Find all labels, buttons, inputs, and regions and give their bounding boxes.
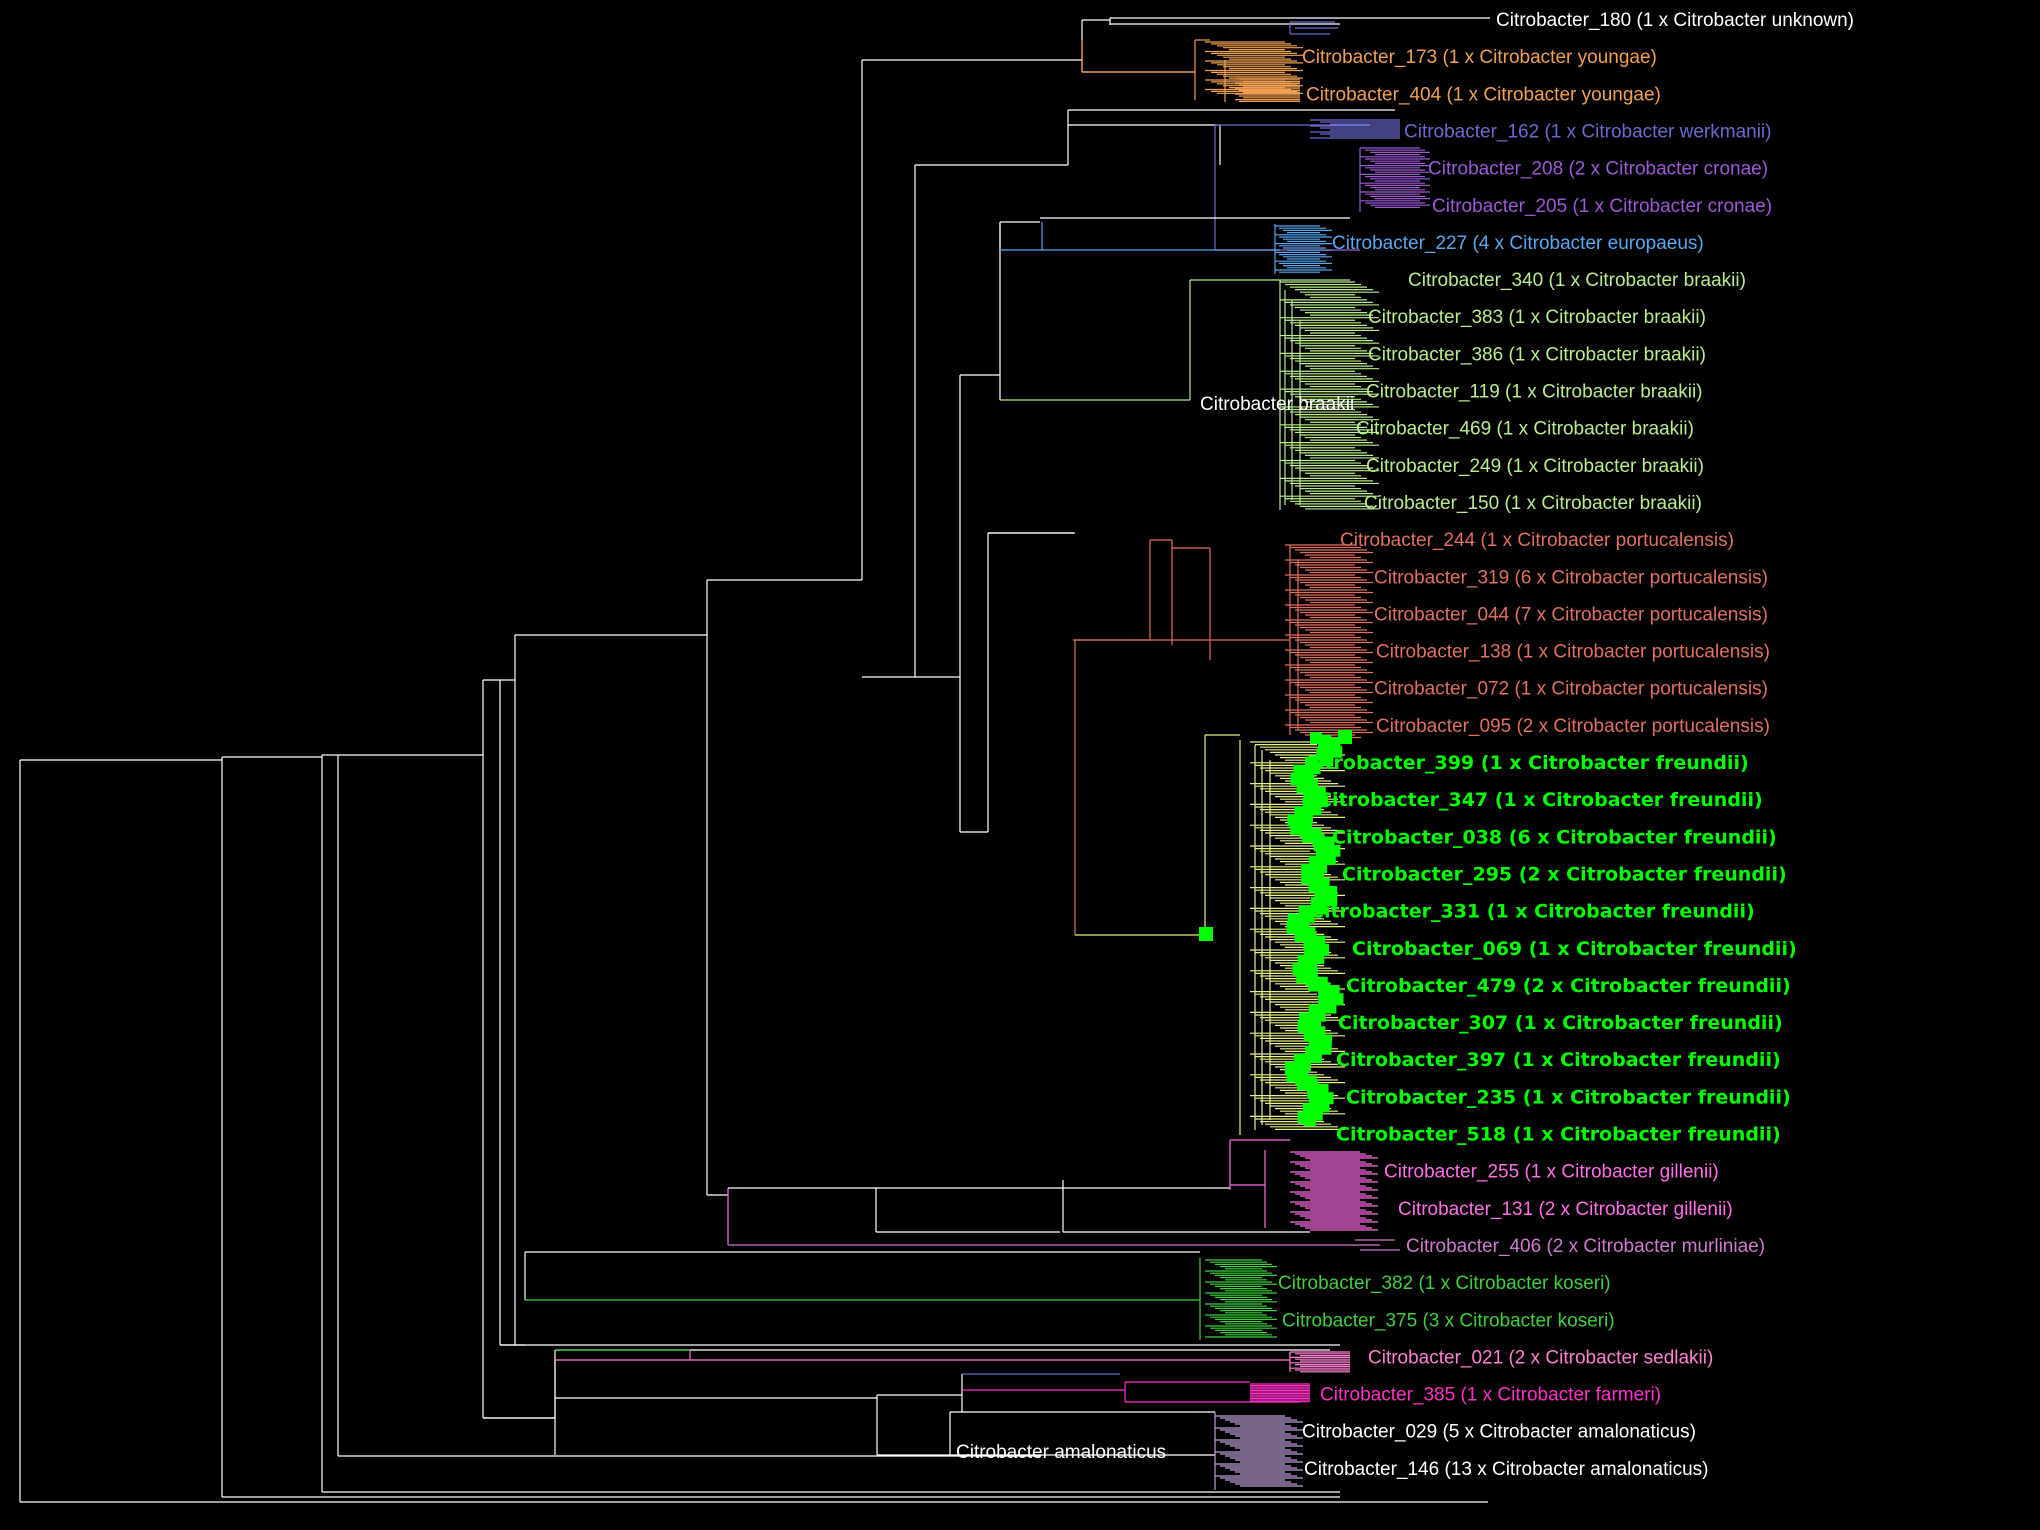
tip-label[interactable]: Citrobacter_044 (7 x Citrobacter portuca…: [1374, 604, 1768, 625]
tip-label[interactable]: Citrobacter_249 (1 x Citrobacter braakii…: [1366, 456, 1704, 477]
tip-labels: Citrobacter_180 (1 x Citrobacter unknown…: [1278, 10, 1854, 1480]
tip-label[interactable]: Citrobacter_038 (6 x Citrobacter freundi…: [1332, 826, 1777, 848]
selection-marker: [1290, 822, 1303, 835]
tip-label[interactable]: Citrobacter_162 (1 x Citrobacter werkman…: [1404, 121, 1771, 142]
tip-label[interactable]: Citrobacter_069 (1 x Citrobacter freundi…: [1352, 938, 1797, 960]
selection-marker: [1199, 927, 1213, 941]
tip-label[interactable]: Citrobacter_072 (1 x Citrobacter portuca…: [1374, 679, 1768, 700]
tip-label[interactable]: Citrobacter_205 (1 x Citrobacter cronae): [1432, 196, 1772, 217]
selection-marker: [1338, 730, 1352, 744]
tip-label[interactable]: Citrobacter_331 (1 x Citrobacter freundi…: [1310, 901, 1755, 923]
clade-label-braakii: Citrobacter braakii: [1200, 394, 1354, 415]
tip-label[interactable]: Citrobacter_397 (1 x Citrobacter freundi…: [1336, 1049, 1781, 1071]
tip-label[interactable]: Citrobacter_180 (1 x Citrobacter unknown…: [1496, 10, 1854, 31]
tip-label[interactable]: Citrobacter_029 (5 x Citrobacter amalona…: [1302, 1422, 1696, 1443]
tip-label[interactable]: Citrobacter_235 (1 x Citrobacter freundi…: [1346, 1086, 1791, 1108]
selection-marker: [1309, 1051, 1322, 1063]
tip-label[interactable]: Citrobacter_469 (1 x Citrobacter braakii…: [1356, 419, 1694, 440]
tip-label[interactable]: Citrobacter_347 (1 x Citrobacter freundi…: [1318, 789, 1763, 811]
selection-marker: [1296, 971, 1309, 984]
tip-label[interactable]: Citrobacter_295 (2 x Citrobacter freundi…: [1342, 863, 1787, 885]
selection-marker: [1302, 831, 1315, 843]
tip-label[interactable]: Citrobacter_131 (2 x Citrobacter gilleni…: [1398, 1199, 1733, 1220]
selection-marker: [1296, 1078, 1309, 1091]
selection-marker: [1315, 902, 1328, 915]
tip-label[interactable]: Citrobacter_255 (1 x Citrobacter gilleni…: [1384, 1162, 1719, 1183]
tip-label[interactable]: Citrobacter_375 (3 x Citrobacter koseri): [1282, 1310, 1615, 1331]
tip-label[interactable]: Citrobacter_095 (2 x Citrobacter portuca…: [1376, 716, 1770, 737]
tip-label[interactable]: Citrobacter_399 (1 x Citrobacter freundi…: [1304, 752, 1749, 774]
tip-label[interactable]: Citrobacter_173 (1 x Citrobacter youngae…: [1302, 47, 1657, 68]
selection-marker: [1308, 979, 1321, 992]
selection-marker: [1325, 894, 1338, 907]
selection-marker: [1319, 1042, 1332, 1055]
tip-label[interactable]: Citrobacter_383 (1 x Citrobacter braakii…: [1368, 307, 1706, 328]
tip-label[interactable]: Citrobacter_244 (1 x Citrobacter portuca…: [1340, 530, 1734, 551]
tip-label[interactable]: Citrobacter_386 (1 x Citrobacter braakii…: [1368, 344, 1706, 365]
tip-label[interactable]: Citrobacter_119 (1 x Citrobacter braakii…: [1366, 382, 1703, 403]
tip-label[interactable]: Citrobacter_340 (1 x Citrobacter braakii…: [1408, 270, 1746, 291]
selection-marker: [1303, 1114, 1316, 1127]
tip-label[interactable]: Citrobacter_208 (2 x Citrobacter cronae): [1428, 159, 1768, 180]
tip-label[interactable]: Citrobacter_138 (1 x Citrobacter portuca…: [1376, 642, 1770, 663]
tip-label[interactable]: Citrobacter_382 (1 x Citrobacter koseri): [1278, 1273, 1611, 1294]
clade-labels: Citrobacter braakii Citrobacter amalonat…: [956, 394, 1354, 1463]
tip-label[interactable]: Citrobacter_021 (2 x Citrobacter sedlaki…: [1368, 1347, 1713, 1368]
tip-label[interactable]: Citrobacter_307 (1 x Citrobacter freundi…: [1338, 1012, 1783, 1034]
tip-label[interactable]: Citrobacter_518 (1 x Citrobacter freundi…: [1336, 1124, 1781, 1146]
tip-label[interactable]: Citrobacter_319 (6 x Citrobacter portuca…: [1374, 567, 1768, 588]
tip-label[interactable]: Citrobacter_385 (1 x Citrobacter farmeri…: [1320, 1385, 1661, 1406]
tip-label[interactable]: Citrobacter_479 (2 x Citrobacter freundi…: [1346, 975, 1791, 997]
selection-markers: [1199, 730, 1352, 1127]
tip-label[interactable]: Citrobacter_150 (1 x Citrobacter braakii…: [1364, 493, 1702, 514]
tip-label[interactable]: Citrobacter_404 (1 x Citrobacter youngae…: [1306, 84, 1661, 105]
tip-label[interactable]: Citrobacter_227 (4 x Citrobacter europae…: [1332, 233, 1704, 254]
selection-marker: [1324, 1001, 1337, 1014]
tip-label[interactable]: Citrobacter_146 (13 x Citrobacter amalon…: [1304, 1459, 1708, 1480]
clade-label-amalonaticus: Citrobacter amalonaticus: [956, 1442, 1166, 1463]
selection-marker: [1321, 754, 1334, 766]
tip-label[interactable]: Citrobacter_406 (2 x Citrobacter murlini…: [1406, 1236, 1765, 1257]
